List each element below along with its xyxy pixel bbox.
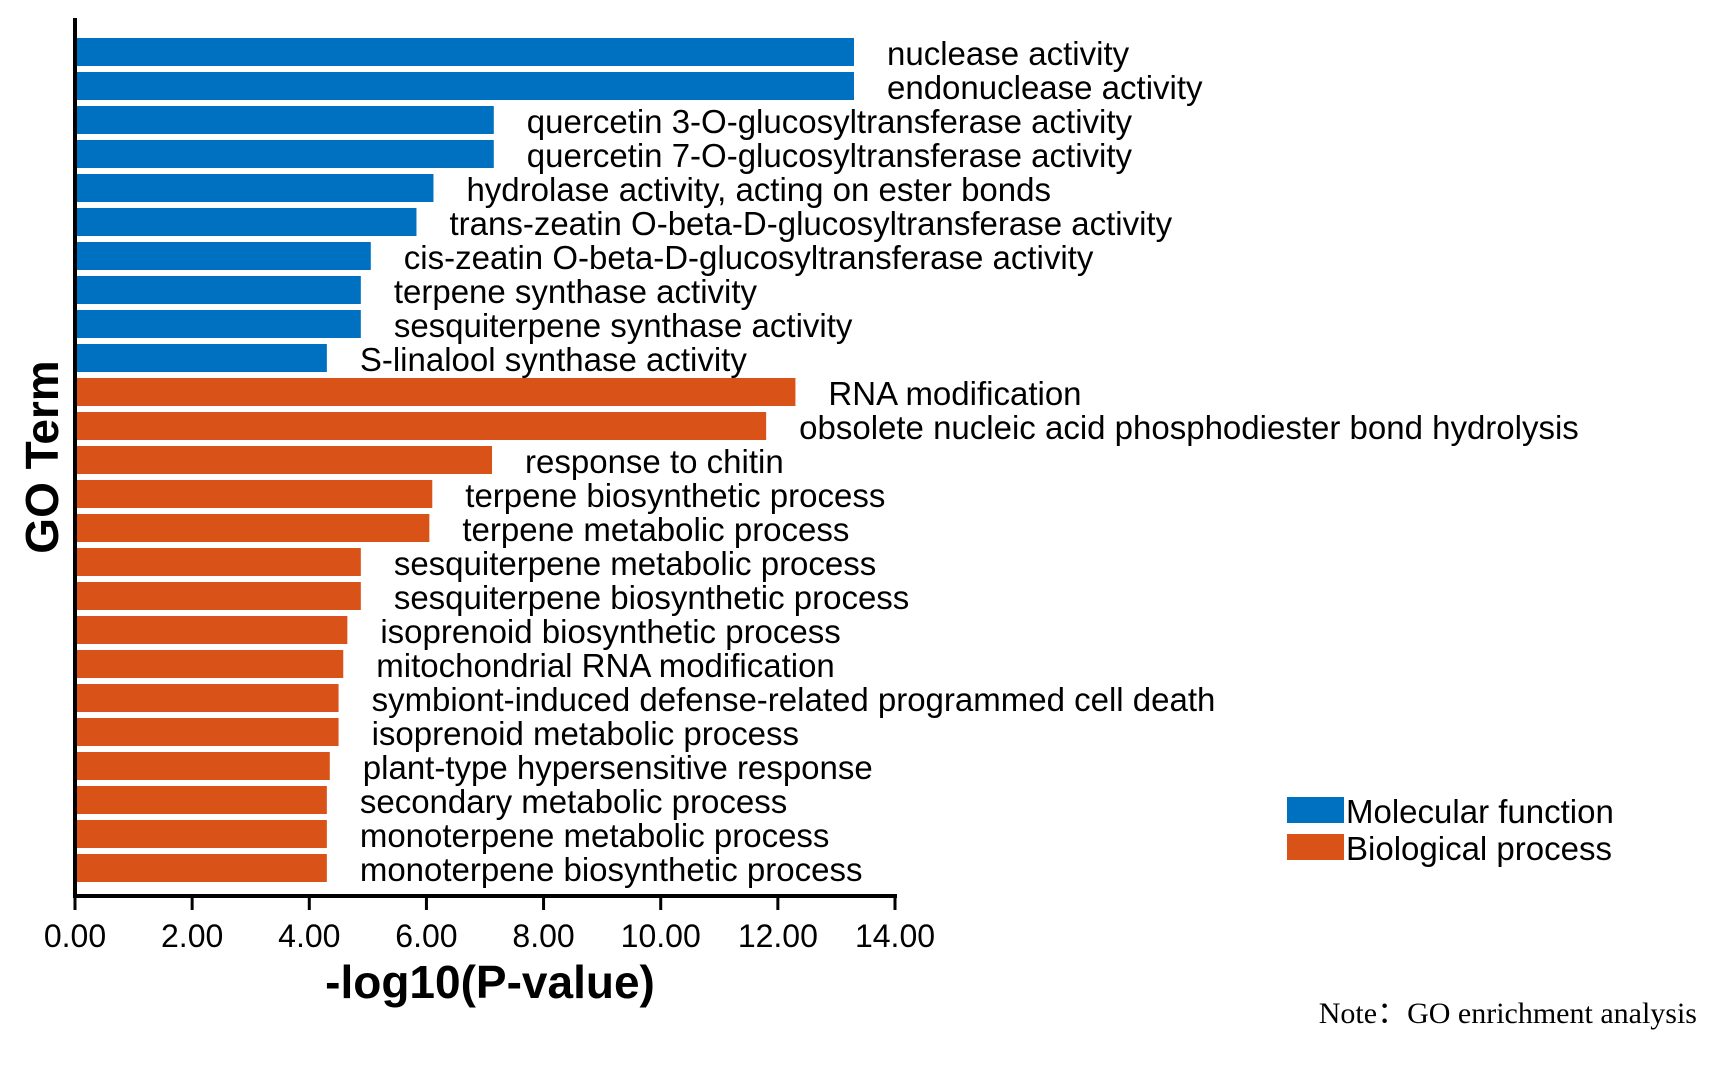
bar-label-monoterpene-metabolic-process: monoterpene metabolic process xyxy=(360,817,830,854)
x-tick-label: 6.00 xyxy=(395,918,457,954)
bar-label-terpene-metabolic-process: terpene metabolic process xyxy=(462,511,849,548)
legend-label-biological-process: Biological process xyxy=(1346,830,1612,867)
bar-label-terpene-biosynthetic-process: terpene biosynthetic process xyxy=(465,477,885,514)
x-axis-title: -log10(P-value) xyxy=(325,956,655,1008)
legend-label-molecular-function: Molecular function xyxy=(1346,793,1614,830)
bar-isoprenoid-metabolic-process xyxy=(75,718,339,746)
bar-quercetin-3-o-glucosyltransferase-activity xyxy=(75,106,494,134)
bar-monoterpene-biosynthetic-process xyxy=(75,854,327,882)
bar-mitochondrial-rna-modification xyxy=(75,650,344,678)
bar-label-plant-type-hypersensitive-response: plant-type hypersensitive response xyxy=(363,749,873,786)
bar-label-hydrolase-activity-acting-on-ester-bonds: hydrolase activity, acting on ester bond… xyxy=(466,171,1051,208)
bar-label-quercetin-7-o-glucosyltransferase-activity: quercetin 7-O-glucosyltransferase activi… xyxy=(527,137,1133,174)
bar-label-response-to-chitin: response to chitin xyxy=(525,443,784,480)
bar-label-isoprenoid-biosynthetic-process: isoprenoid biosynthetic process xyxy=(380,613,840,650)
bar-plant-type-hypersensitive-response xyxy=(75,752,330,780)
x-tick-label: 8.00 xyxy=(512,918,574,954)
bar-terpene-synthase-activity xyxy=(75,276,361,304)
y-axis-title: GO Term xyxy=(16,360,68,553)
bar-label-cis-zeatin-o-beta-d-glucosyltransferase-activity: cis-zeatin O-beta-D-glucosyltransferase … xyxy=(404,239,1094,276)
bar-label-trans-zeatin-o-beta-d-glucosyltransferase-activity: trans-zeatin O-beta-D-glucosyltransferas… xyxy=(449,205,1172,242)
bar-monoterpene-metabolic-process xyxy=(75,820,327,848)
x-tick-label: 10.00 xyxy=(621,918,701,954)
bars-layer xyxy=(75,38,854,882)
bar-label-isoprenoid-metabolic-process: isoprenoid metabolic process xyxy=(372,715,799,752)
bar-isoprenoid-biosynthetic-process xyxy=(75,616,348,644)
bar-sesquiterpene-metabolic-process xyxy=(75,548,361,576)
note-text: Note：GO enrichment analysis xyxy=(1319,997,1697,1030)
bar-terpene-biosynthetic-process xyxy=(75,480,433,508)
x-tick-label: 12.00 xyxy=(738,918,818,954)
legend-swatch-biological-process xyxy=(1287,834,1344,860)
bar-nuclease-activity xyxy=(75,38,854,66)
legend-swatch-molecular-function xyxy=(1287,797,1344,823)
bar-label-quercetin-3-o-glucosyltransferase-activity: quercetin 3-O-glucosyltransferase activi… xyxy=(527,103,1133,140)
x-axis-ticks: 0.00 2.00 4.00 6.00 8.00 10.00 12.00 14.00 xyxy=(44,896,935,954)
x-tick-label: 2.00 xyxy=(161,918,223,954)
bar-quercetin-7-o-glucosyltransferase-activity xyxy=(75,140,494,168)
bar-label-rna-modification: RNA modification xyxy=(828,375,1081,412)
bar-label-symbiont-induced-defense-related-programmed-cell-death: symbiont-induced defense-related program… xyxy=(372,681,1216,718)
bar-label-monoterpene-biosynthetic-process: monoterpene biosynthetic process xyxy=(360,851,863,888)
bar-trans-zeatin-o-beta-d-glucosyltransferase-activity xyxy=(75,208,417,236)
legend: Molecular function Biological process xyxy=(1287,793,1614,867)
bar-terpene-metabolic-process xyxy=(75,514,430,542)
bar-endonuclease-activity xyxy=(75,72,854,100)
x-tick-label: 4.00 xyxy=(278,918,340,954)
bar-label-nuclease-activity: nuclease activity xyxy=(887,35,1130,72)
bar-label-mitochondrial-rna-modification: mitochondrial RNA modification xyxy=(376,647,835,684)
bar-label-obsolete-nucleic-acid-phosphodiester-bond-hydrolysis: obsolete nucleic acid phosphodiester bon… xyxy=(799,409,1579,446)
bar-label-sesquiterpene-metabolic-process: sesquiterpene metabolic process xyxy=(394,545,876,582)
bar-label-sesquiterpene-synthase-activity: sesquiterpene synthase activity xyxy=(394,307,853,344)
bar-label-sesquiterpene-biosynthetic-process: sesquiterpene biosynthetic process xyxy=(394,579,909,616)
bar-label-endonuclease-activity: endonuclease activity xyxy=(887,69,1203,106)
bar-label-terpene-synthase-activity: terpene synthase activity xyxy=(394,273,758,310)
bar-rna-modification xyxy=(75,378,796,406)
bar-sesquiterpene-synthase-activity xyxy=(75,310,361,338)
bar-hydrolase-activity-acting-on-ester-bonds xyxy=(75,174,434,202)
bar-secondary-metabolic-process xyxy=(75,786,327,814)
bar-s-linalool-synthase-activity xyxy=(75,344,327,372)
bar-cis-zeatin-o-beta-d-glucosyltransferase-activity xyxy=(75,242,371,270)
bar-label-s-linalool-synthase-activity: S-linalool synthase activity xyxy=(360,341,748,378)
bar-sesquiterpene-biosynthetic-process xyxy=(75,582,361,610)
bar-response-to-chitin xyxy=(75,446,493,474)
x-tick-label: 0.00 xyxy=(44,918,106,954)
bar-label-secondary-metabolic-process: secondary metabolic process xyxy=(360,783,787,820)
x-tick-label: 14.00 xyxy=(855,918,935,954)
bar-symbiont-induced-defense-related-programmed-cell-death xyxy=(75,684,339,712)
bar-obsolete-nucleic-acid-phosphodiester-bond-hydrolysis xyxy=(75,412,767,440)
